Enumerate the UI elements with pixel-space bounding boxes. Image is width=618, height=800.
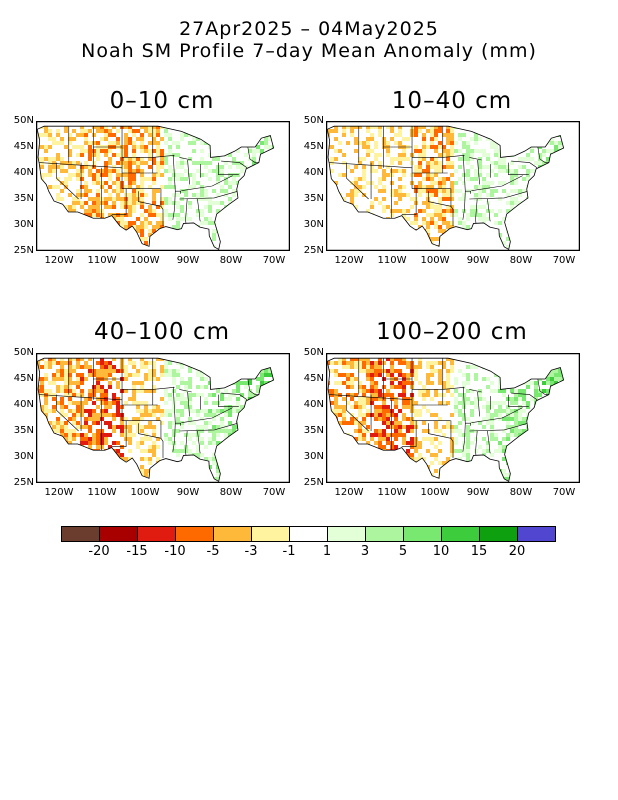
lon-label: 90W	[466, 487, 490, 498]
lat-label: 30N	[303, 219, 324, 230]
state-boundaries	[329, 126, 549, 227]
lon-label: 90W	[176, 255, 200, 266]
panel-title-3: 40–100 cm	[93, 319, 231, 345]
lat-label: 45N	[13, 141, 34, 152]
lon-label: 110W	[87, 255, 117, 266]
colorbar-swatch	[441, 526, 480, 542]
lon-label: 90W	[176, 487, 200, 498]
soil-moisture-map-1	[36, 121, 290, 251]
lat-label: 35N	[13, 425, 34, 436]
lon-label: 70W	[552, 255, 576, 266]
lat-label: 30N	[13, 451, 34, 462]
lon-label: 70W	[262, 255, 286, 266]
lon-label: 110W	[87, 487, 117, 498]
colorbar-label: -20	[88, 544, 110, 559]
lat-label: 30N	[13, 219, 34, 230]
lat-label: 40N	[303, 399, 324, 410]
colorbar-label: 5	[398, 544, 408, 559]
title-line-2: Noah SM Profile 7–day Mean Anomaly (mm)	[81, 40, 537, 62]
lat-label: 35N	[303, 425, 324, 436]
lon-label: 100W	[420, 255, 450, 266]
lon-label: 100W	[130, 487, 160, 498]
colorbar-swatch	[175, 526, 214, 542]
lat-label: 40N	[303, 167, 324, 178]
colorbar-label: -10	[164, 544, 186, 559]
colorbar-swatch	[365, 526, 404, 542]
lat-label: 50N	[13, 115, 34, 126]
colorbar-label: 15	[470, 544, 488, 559]
panel-title-2: 10–40 cm	[391, 88, 513, 114]
lat-label: 35N	[303, 193, 324, 204]
lon-label: 120W	[334, 487, 364, 498]
panel-title-4: 100–200 cm	[376, 319, 528, 345]
state-boundaries	[39, 126, 259, 227]
colorbar-swatch	[213, 526, 252, 542]
lat-label: 25N	[303, 477, 324, 488]
lon-label: 80W	[509, 487, 533, 498]
colorbar-label: 3	[360, 544, 370, 559]
title-line-1: 27Apr2025 – 04May2025	[179, 18, 439, 40]
colorbar-swatch	[99, 526, 138, 542]
colorbar-label: -15	[126, 544, 148, 559]
lat-label: 45N	[303, 373, 324, 384]
colorbar-swatch	[289, 526, 328, 542]
lat-label: 25N	[13, 245, 34, 256]
lon-label: 110W	[377, 487, 407, 498]
lon-label: 120W	[44, 487, 74, 498]
panel-title-1: 0–10 cm	[109, 88, 215, 114]
colorbar-label: -5	[206, 544, 220, 559]
state-boundaries	[39, 358, 259, 459]
colorbar-swatch	[403, 526, 442, 542]
colorbar-swatch	[61, 526, 100, 542]
lat-label: 40N	[13, 399, 34, 410]
lon-label: 70W	[262, 487, 286, 498]
lat-label: 35N	[13, 193, 34, 204]
soil-moisture-map-2	[326, 121, 580, 251]
lon-label: 70W	[552, 487, 576, 498]
colorbar-label: -3	[244, 544, 258, 559]
soil-moisture-map-4	[326, 353, 580, 483]
state-boundaries	[329, 358, 549, 459]
lat-label: 40N	[13, 167, 34, 178]
lat-label: 45N	[13, 373, 34, 384]
colorbar-label: 20	[508, 544, 526, 559]
colorbar-swatch	[479, 526, 518, 542]
lat-label: 50N	[303, 115, 324, 126]
lat-label: 25N	[303, 245, 324, 256]
colorbar-swatch	[251, 526, 290, 542]
lat-label: 30N	[303, 451, 324, 462]
lat-label: 50N	[303, 347, 324, 358]
lon-label: 100W	[130, 255, 160, 266]
colorbar-label: 1	[322, 544, 332, 559]
colorbar-label: -1	[282, 544, 296, 559]
colorbar-swatch	[517, 526, 556, 542]
lon-label: 90W	[466, 255, 490, 266]
lat-label: 25N	[13, 477, 34, 488]
lon-label: 80W	[219, 255, 243, 266]
lat-label: 50N	[13, 347, 34, 358]
lon-label: 120W	[334, 255, 364, 266]
lon-label: 110W	[377, 255, 407, 266]
lon-label: 100W	[420, 487, 450, 498]
lat-label: 45N	[303, 141, 324, 152]
lon-label: 120W	[44, 255, 74, 266]
colorbar-swatch	[137, 526, 176, 542]
lon-label: 80W	[219, 487, 243, 498]
colorbar-swatch	[327, 526, 366, 542]
colorbar-label: 10	[432, 544, 450, 559]
lon-label: 80W	[509, 255, 533, 266]
soil-moisture-map-3	[36, 353, 290, 483]
